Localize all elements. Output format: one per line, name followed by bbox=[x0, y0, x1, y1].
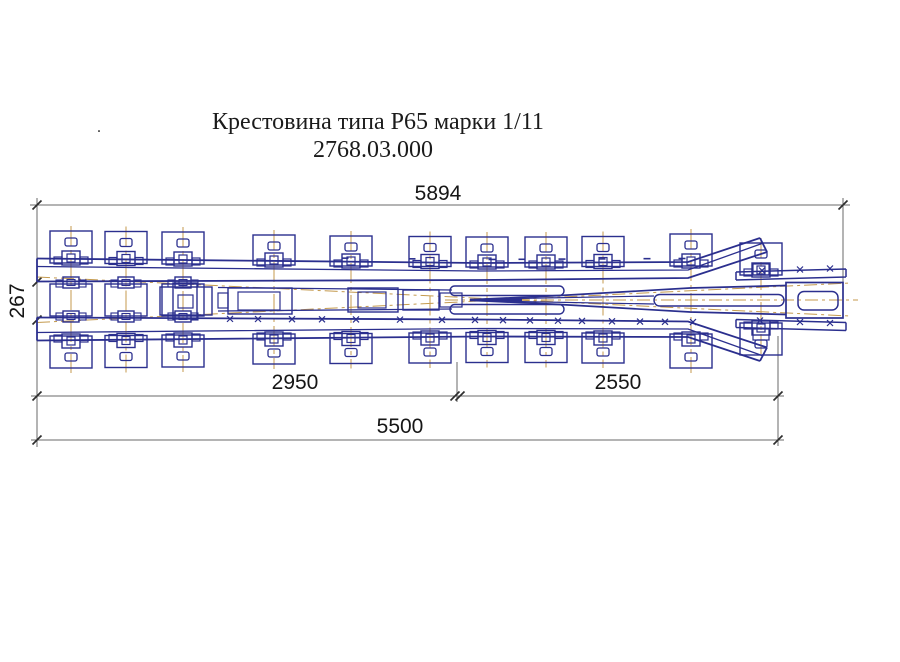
sleeper-plates-top-row bbox=[49, 230, 783, 278]
dim-label-bottom-overall: 5500 bbox=[377, 415, 424, 438]
dim-label-front-width: 267 bbox=[6, 283, 29, 318]
dim-label-bottom-left: 2950 bbox=[272, 371, 319, 394]
drawing-title: Крестовина типа Р65 марки 1/11 bbox=[212, 109, 544, 135]
rail-marks-layer bbox=[226, 257, 834, 327]
dimension-lines-layer bbox=[30, 198, 850, 447]
sleeper-plates-bottom-row bbox=[49, 320, 783, 369]
frog-geometry-layer bbox=[36, 237, 847, 362]
dim-label-overall-top: 5894 bbox=[415, 182, 462, 205]
stray-mark: . bbox=[97, 119, 101, 136]
drawing-number: 2768.03.000 bbox=[313, 137, 433, 163]
dim-label-bottom-right: 2550 bbox=[595, 371, 642, 394]
